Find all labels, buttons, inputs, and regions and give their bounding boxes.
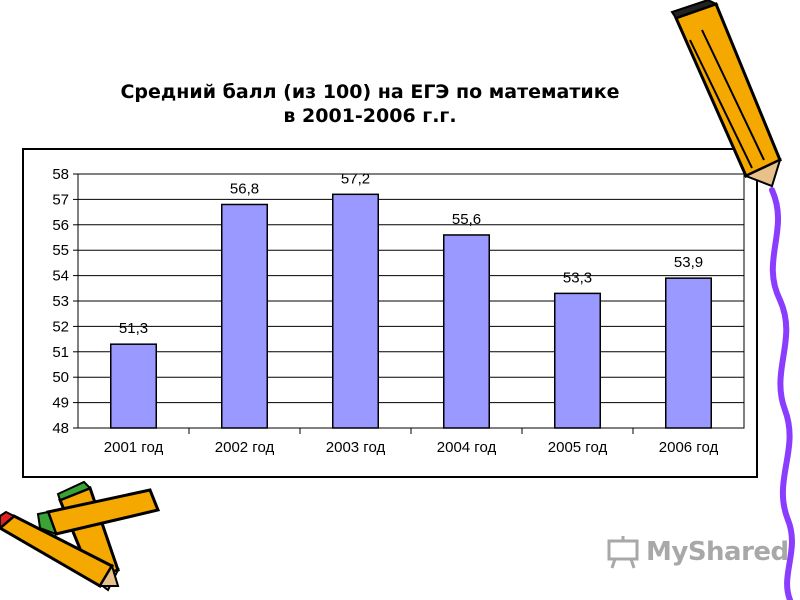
y-tick-label: 52 bbox=[52, 318, 69, 335]
x-tick-label: 2003 год bbox=[326, 439, 386, 456]
x-tick-label: 2004 год bbox=[437, 439, 497, 456]
pencil-icon bbox=[670, 0, 782, 188]
y-tick-label: 48 bbox=[52, 420, 69, 437]
presentation-board-icon bbox=[607, 536, 639, 569]
data-label: 57,2 bbox=[341, 170, 370, 187]
y-tick-label: 55 bbox=[52, 242, 69, 259]
pencil-icon bbox=[0, 510, 120, 589]
x-tick-label: 2005 год bbox=[548, 439, 608, 456]
y-tick-label: 49 bbox=[52, 395, 69, 412]
x-tick-label: 2001 год bbox=[104, 439, 164, 456]
bar bbox=[553, 292, 602, 429]
bar-chart: 48 49 50 51 52 53 54 55 56 57 58 51,3 2001 год 56,8 20… bbox=[52, 166, 745, 456]
y-tick-label: 58 bbox=[52, 166, 69, 183]
data-label: 56,8 bbox=[230, 180, 259, 197]
y-tick-label: 53 bbox=[52, 293, 69, 310]
chart-title-line2: в 2001-2006 г.г. bbox=[283, 105, 457, 127]
chart-title-line1: Средний балл (из 100) на ЕГЭ по математи… bbox=[120, 81, 620, 103]
chart-title: Средний балл (из 100) на ЕГЭ по математи… bbox=[60, 80, 680, 128]
x-tick-label: 2002 год bbox=[215, 439, 275, 456]
brand-logo: MyShared bbox=[606, 535, 789, 569]
data-label: 55,6 bbox=[452, 211, 481, 228]
bar bbox=[109, 343, 158, 429]
pencil-icon bbox=[36, 488, 161, 536]
squiggle-decoration bbox=[769, 187, 795, 600]
x-tick-label: 2006 год bbox=[659, 439, 719, 456]
data-label: 53,3 bbox=[563, 269, 592, 286]
y-tick-label: 50 bbox=[52, 369, 69, 386]
bar bbox=[220, 203, 269, 429]
bar bbox=[664, 277, 713, 429]
y-tick-label: 51 bbox=[52, 344, 69, 361]
y-tick-label: 54 bbox=[52, 268, 69, 285]
data-label: 53,9 bbox=[674, 254, 703, 271]
brand-logo-text: MyShared bbox=[646, 537, 789, 567]
bar bbox=[442, 234, 491, 429]
bar bbox=[331, 193, 380, 429]
y-tick-label: 57 bbox=[52, 191, 69, 208]
data-label: 51,3 bbox=[119, 320, 148, 337]
y-tick-label: 56 bbox=[52, 217, 69, 234]
